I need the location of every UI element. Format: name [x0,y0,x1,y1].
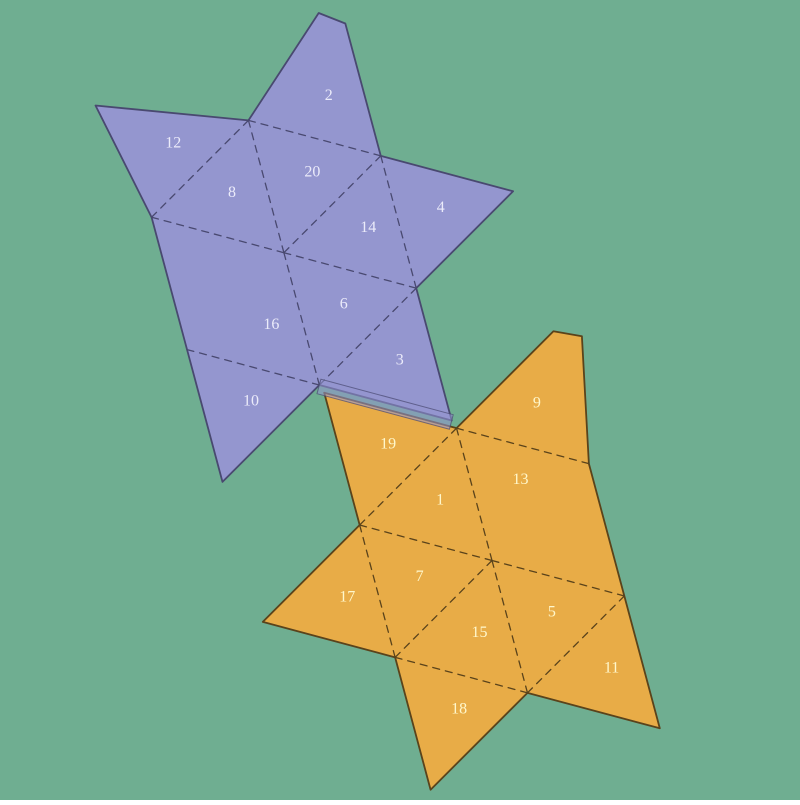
svg-text:13: 13 [513,471,529,488]
svg-text:10: 10 [243,393,259,410]
svg-text:20: 20 [304,163,320,180]
svg-text:3: 3 [396,352,404,369]
svg-text:14: 14 [360,219,376,236]
svg-text:11: 11 [604,659,619,676]
svg-text:2: 2 [325,87,333,104]
svg-text:15: 15 [472,624,488,641]
svg-text:18: 18 [451,700,467,717]
svg-text:9: 9 [533,395,541,412]
svg-text:6: 6 [340,296,348,313]
svg-text:19: 19 [380,436,396,453]
svg-text:8: 8 [228,184,236,201]
svg-text:4: 4 [437,199,445,216]
svg-text:5: 5 [548,603,556,620]
svg-text:7: 7 [416,568,424,585]
svg-text:1: 1 [436,492,444,509]
svg-text:12: 12 [165,135,181,152]
svg-text:17: 17 [339,588,355,605]
svg-text:16: 16 [263,316,279,333]
